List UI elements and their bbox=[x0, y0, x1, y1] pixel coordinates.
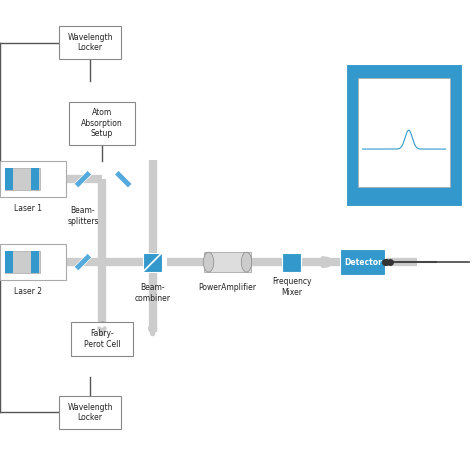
Bar bbox=[204, 252, 251, 272]
Text: Wavelength
Locker: Wavelength Locker bbox=[67, 33, 113, 52]
Bar bbox=[340, 249, 385, 275]
Text: Wavelength
Locker: Wavelength Locker bbox=[67, 403, 113, 422]
Bar bbox=[5, 251, 13, 273]
Text: Atom
Absorption
Setup: Atom Absorption Setup bbox=[81, 109, 123, 138]
Text: Detector: Detector bbox=[344, 258, 382, 266]
Text: Laser 1: Laser 1 bbox=[14, 204, 43, 213]
Bar bbox=[69, 102, 135, 145]
Text: Frequency
Mixer: Frequency Mixer bbox=[272, 277, 311, 297]
Text: Beam-
combiner: Beam- combiner bbox=[135, 283, 171, 303]
Bar bbox=[5, 168, 13, 190]
Bar bbox=[143, 253, 162, 272]
Text: PowerAmplifier: PowerAmplifier bbox=[199, 283, 256, 292]
Bar bbox=[282, 253, 301, 272]
Bar bbox=[5, 168, 40, 190]
Bar bbox=[358, 78, 450, 187]
Bar bbox=[59, 26, 121, 59]
Bar bbox=[0, 161, 66, 197]
Ellipse shape bbox=[241, 252, 252, 272]
Bar bbox=[5, 251, 40, 273]
Bar bbox=[31, 168, 39, 190]
Text: Beam-
splitters: Beam- splitters bbox=[67, 206, 99, 226]
Ellipse shape bbox=[203, 252, 214, 272]
Polygon shape bbox=[74, 254, 91, 271]
Bar bbox=[346, 64, 462, 206]
Bar bbox=[71, 322, 133, 356]
Bar bbox=[31, 251, 39, 273]
Polygon shape bbox=[115, 171, 132, 188]
Polygon shape bbox=[74, 171, 91, 188]
Bar bbox=[59, 396, 121, 429]
Text: Fabry-
Perot Cell: Fabry- Perot Cell bbox=[83, 329, 120, 348]
Bar bbox=[0, 244, 66, 280]
Text: Laser 2: Laser 2 bbox=[14, 287, 43, 296]
